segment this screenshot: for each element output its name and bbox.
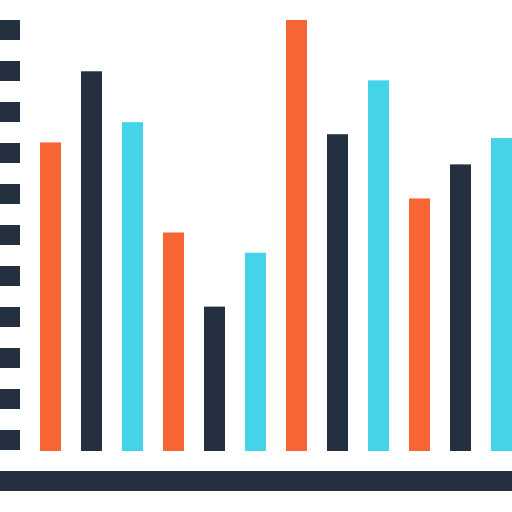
- y-axis-tick: [0, 307, 20, 327]
- bar: [245, 252, 266, 451]
- y-axis-tick: [0, 61, 20, 81]
- y-axis-tick: [0, 20, 20, 40]
- y-axis-tick: [0, 389, 20, 409]
- bar-series: [40, 20, 512, 452]
- bar: [368, 80, 389, 451]
- bar: [163, 232, 184, 451]
- y-axis-tick: [0, 225, 20, 245]
- y-axis-ticks: [0, 20, 20, 450]
- y-axis-tick: [0, 348, 20, 368]
- x-axis-baseline: [0, 471, 512, 491]
- bar: [450, 164, 471, 451]
- y-axis-tick: [0, 102, 20, 122]
- y-axis-tick: [0, 143, 20, 163]
- bar: [204, 306, 225, 451]
- bar: [122, 122, 143, 451]
- y-axis-tick: [0, 430, 20, 450]
- bar: [40, 142, 61, 452]
- bar: [81, 71, 102, 451]
- bar: [327, 134, 348, 451]
- bar: [286, 20, 307, 451]
- y-axis-tick: [0, 184, 20, 204]
- y-axis-tick: [0, 266, 20, 286]
- bar: [409, 198, 430, 451]
- bar: [491, 138, 512, 451]
